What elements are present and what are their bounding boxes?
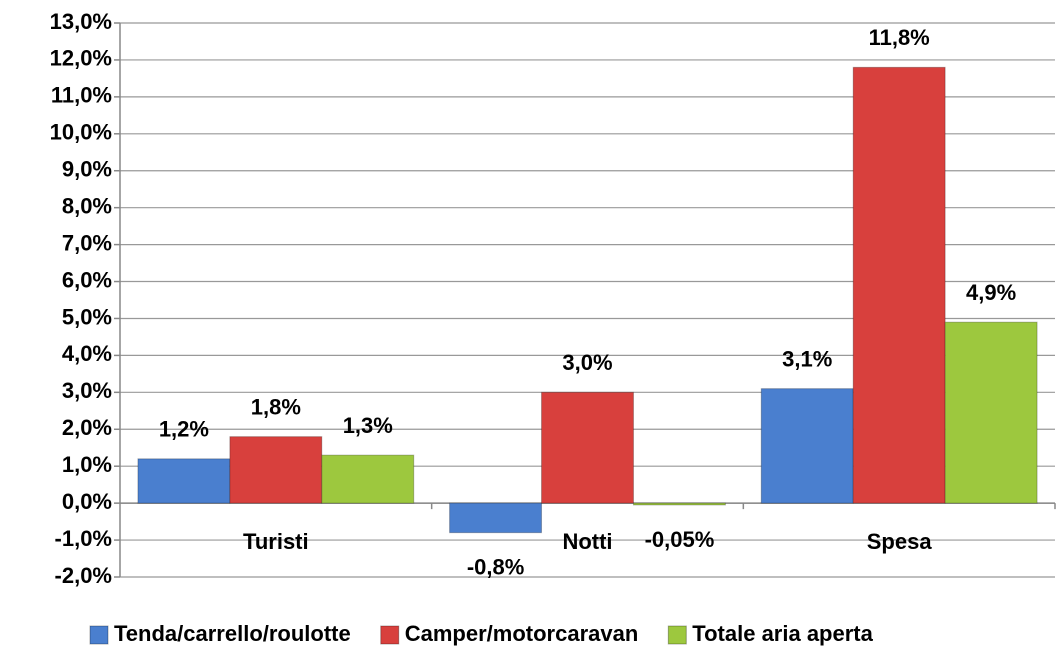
y-tick-label: 8,0%	[62, 193, 112, 218]
legend-label: Totale aria aperta	[692, 621, 873, 646]
value-label: 3,1%	[782, 346, 832, 371]
y-tick-label: 11,0%	[51, 83, 112, 108]
bar	[321, 454, 415, 504]
y-tick-label: 12,0%	[50, 46, 112, 71]
bar	[541, 391, 634, 504]
value-label: 11,8%	[869, 25, 930, 50]
y-tick-label: 13,0%	[50, 9, 112, 34]
bar	[449, 502, 543, 534]
value-label: 3,0%	[562, 350, 612, 375]
y-tick-label: -2,0%	[55, 563, 112, 588]
value-label: 1,3%	[343, 413, 393, 438]
x-tick-label: Spesa	[867, 529, 933, 554]
legend-label: Tenda/carrello/roulotte	[114, 621, 351, 646]
value-label: -0,8%	[467, 554, 524, 579]
y-tick-label: 9,0%	[62, 157, 112, 182]
y-tick-label: 3,0%	[62, 378, 112, 403]
x-tick-label: Notti	[562, 529, 612, 554]
bar	[229, 436, 323, 504]
bar	[760, 388, 854, 504]
value-label: 4,9%	[966, 280, 1016, 305]
y-tick-label: -1,0%	[55, 526, 112, 551]
bar	[852, 66, 946, 504]
bar	[137, 458, 231, 504]
legend-swatch	[380, 625, 400, 645]
value-label: -0,05%	[645, 527, 715, 552]
legend-swatch	[89, 625, 109, 645]
x-tick-label: Turisti	[243, 529, 309, 554]
legend-label: Camper/motorcaravan	[405, 621, 639, 646]
value-label: 1,2%	[159, 417, 209, 442]
y-tick-label: 4,0%	[62, 341, 112, 366]
y-tick-label: 1,0%	[62, 452, 112, 477]
y-tick-label: 0,0%	[62, 489, 112, 514]
legend-swatch	[667, 625, 687, 645]
value-label: 1,8%	[251, 394, 301, 419]
y-tick-label: 6,0%	[62, 267, 112, 292]
y-tick-label: 10,0%	[50, 120, 112, 145]
y-tick-label: 2,0%	[62, 415, 112, 440]
y-tick-label: 7,0%	[62, 230, 112, 255]
y-tick-label: 5,0%	[62, 304, 112, 329]
bar	[632, 502, 726, 506]
bar	[944, 321, 1038, 504]
